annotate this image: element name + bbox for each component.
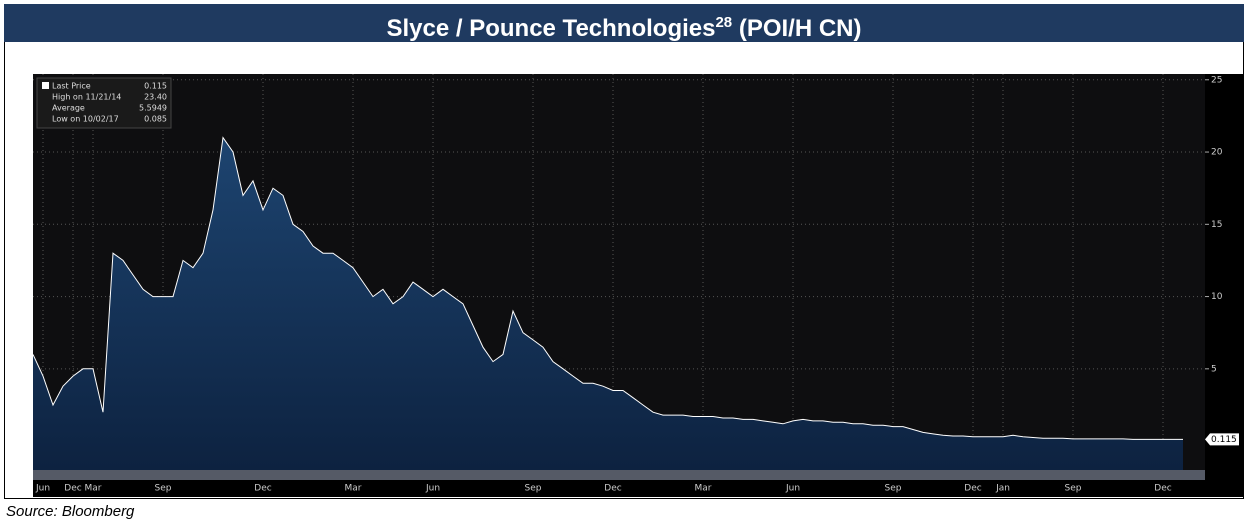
title-suffix: (POI/H CN) xyxy=(738,15,862,42)
legend-value: 5.5949 xyxy=(139,104,167,113)
area xyxy=(33,137,1183,470)
last-price-tag xyxy=(1205,433,1239,446)
title-note: 28 xyxy=(715,14,733,31)
y-tick-label: 20 xyxy=(1211,148,1223,158)
title: Slyce / Pounce Technologies xyxy=(386,15,716,42)
legend-box xyxy=(36,77,172,129)
x-tick-label: Jan xyxy=(995,484,1010,494)
legend-label: Low on 10/02/17 xyxy=(52,115,119,124)
x-tick-label: Dec xyxy=(964,484,981,494)
legend-value: 0.115 xyxy=(144,82,167,91)
x-tick-label: Sep xyxy=(885,484,902,494)
y-tick-label: 15 xyxy=(1211,220,1222,230)
y-tick-label: 10 xyxy=(1211,292,1223,302)
x-tick-label: Mar xyxy=(695,484,712,494)
x-tick-label: Sep xyxy=(525,484,542,494)
legend-value: 23.40 xyxy=(144,93,167,102)
legend-label: High on 11/21/14 xyxy=(52,93,121,102)
x-tick-label: Sep xyxy=(1065,484,1082,494)
x-tick-label: Dec xyxy=(1154,484,1171,494)
line xyxy=(32,136,1183,440)
legend-swatch xyxy=(42,82,49,89)
legend-label: Average xyxy=(52,104,85,113)
source: Source: Bloomberg xyxy=(6,503,135,520)
x-tick-label: Sep xyxy=(155,484,172,494)
x-tick-label: Dec xyxy=(64,484,81,494)
x-tick-label: Mar xyxy=(85,484,102,494)
x-tick-label: Jun xyxy=(785,484,800,494)
x-tick-label: Mar xyxy=(345,484,362,494)
x-tick-label: Dec xyxy=(254,484,271,494)
y-tick-label: 25 xyxy=(1211,75,1222,85)
x-tick-label: Jun xyxy=(35,484,50,494)
legend-value: 0.085 xyxy=(144,115,167,124)
legend-label: Last Price xyxy=(52,82,91,91)
scroll-bar xyxy=(33,470,1205,480)
last-price-label: 0.115 xyxy=(1211,435,1237,445)
x-tick-label: Jun xyxy=(425,484,440,494)
header: Slyce / Pounce Technologies28 (POI/H CN) xyxy=(4,4,1244,42)
y-tick-label: 5 xyxy=(1211,364,1217,374)
x-tick-label: Dec xyxy=(604,484,621,494)
